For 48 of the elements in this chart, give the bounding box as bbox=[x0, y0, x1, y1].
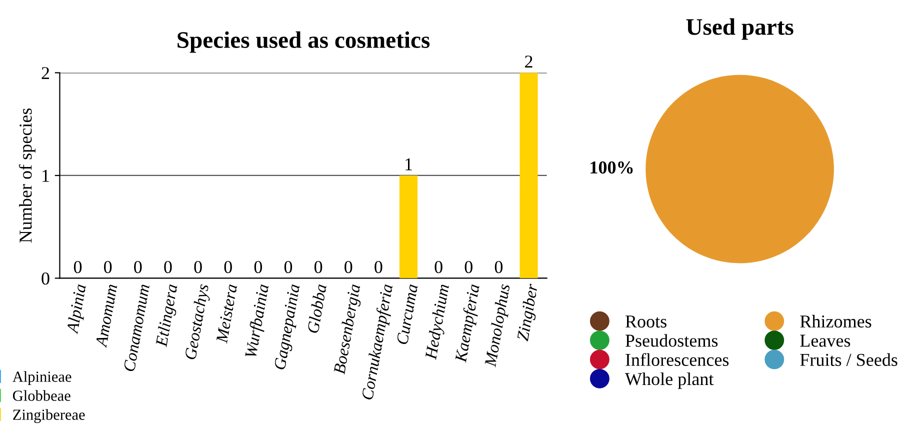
legend-label: Zingibereae bbox=[13, 409, 85, 424]
legend-label: Pseudostems bbox=[625, 334, 718, 347]
x-tick-label: Meistera bbox=[216, 284, 238, 344]
x-tick-label: Amomum bbox=[95, 284, 118, 348]
data-label: 0 bbox=[434, 260, 442, 274]
data-label: 0 bbox=[344, 260, 352, 274]
x-tick-label: Conamomum bbox=[123, 284, 150, 372]
data-label: 0 bbox=[374, 260, 382, 274]
y-tick-label: 2 bbox=[42, 67, 50, 80]
data-label: 0 bbox=[134, 260, 142, 274]
x-tick-label: Curcuma bbox=[396, 284, 418, 345]
y-axis-title: Number of species bbox=[18, 108, 36, 243]
x-tick-label: Hedychium bbox=[424, 284, 452, 361]
data-label: 2 bbox=[525, 56, 532, 68]
legend-label: Globbeae bbox=[12, 390, 70, 401]
chart-title: Species used as cosmetics bbox=[178, 31, 430, 53]
data-label: 100% bbox=[590, 161, 633, 174]
data-label: 1 bbox=[406, 158, 412, 170]
chart-title: Used parts bbox=[686, 18, 794, 40]
x-tick-label: Gagnepainia bbox=[274, 284, 304, 370]
data-label: 0 bbox=[464, 260, 472, 274]
x-tick-label: Globba bbox=[306, 284, 327, 334]
data-label: 0 bbox=[194, 260, 202, 274]
x-tick-label: Geostachys bbox=[184, 284, 212, 360]
data-label: 0 bbox=[254, 260, 262, 274]
data-label: 0 bbox=[494, 260, 503, 274]
x-tick-label: Boesenbergia bbox=[334, 284, 362, 375]
legend-label: Alpinieae bbox=[12, 371, 72, 385]
data-label: 0 bbox=[104, 260, 112, 274]
data-label: 0 bbox=[164, 260, 172, 274]
data-label: 0 bbox=[314, 260, 322, 274]
data-label: 0 bbox=[224, 260, 232, 274]
x-tick-label: Wurfbainia bbox=[244, 284, 272, 359]
x-tick-label: Alpinia bbox=[66, 284, 90, 335]
data-label: 0 bbox=[74, 260, 82, 274]
legend-label: Whole plant bbox=[624, 372, 714, 389]
x-tick-label: Zingiber bbox=[516, 283, 542, 342]
x-tick-label: Monolophus bbox=[484, 284, 514, 368]
legend-label: Fruits / Seeds bbox=[800, 353, 898, 366]
y-tick-label: 1 bbox=[42, 170, 49, 182]
y-tick-label: 0 bbox=[42, 272, 50, 285]
legend-label: Rhizomes bbox=[800, 314, 872, 328]
x-tick-label: Etlingera bbox=[155, 284, 181, 348]
legend-label: Inflorescences bbox=[626, 353, 729, 366]
x-tick-label: Kaempferia bbox=[454, 284, 483, 364]
legend-label: Leaves bbox=[800, 334, 850, 347]
legend-label: Roots bbox=[625, 316, 666, 328]
data-label: 0 bbox=[284, 260, 292, 274]
